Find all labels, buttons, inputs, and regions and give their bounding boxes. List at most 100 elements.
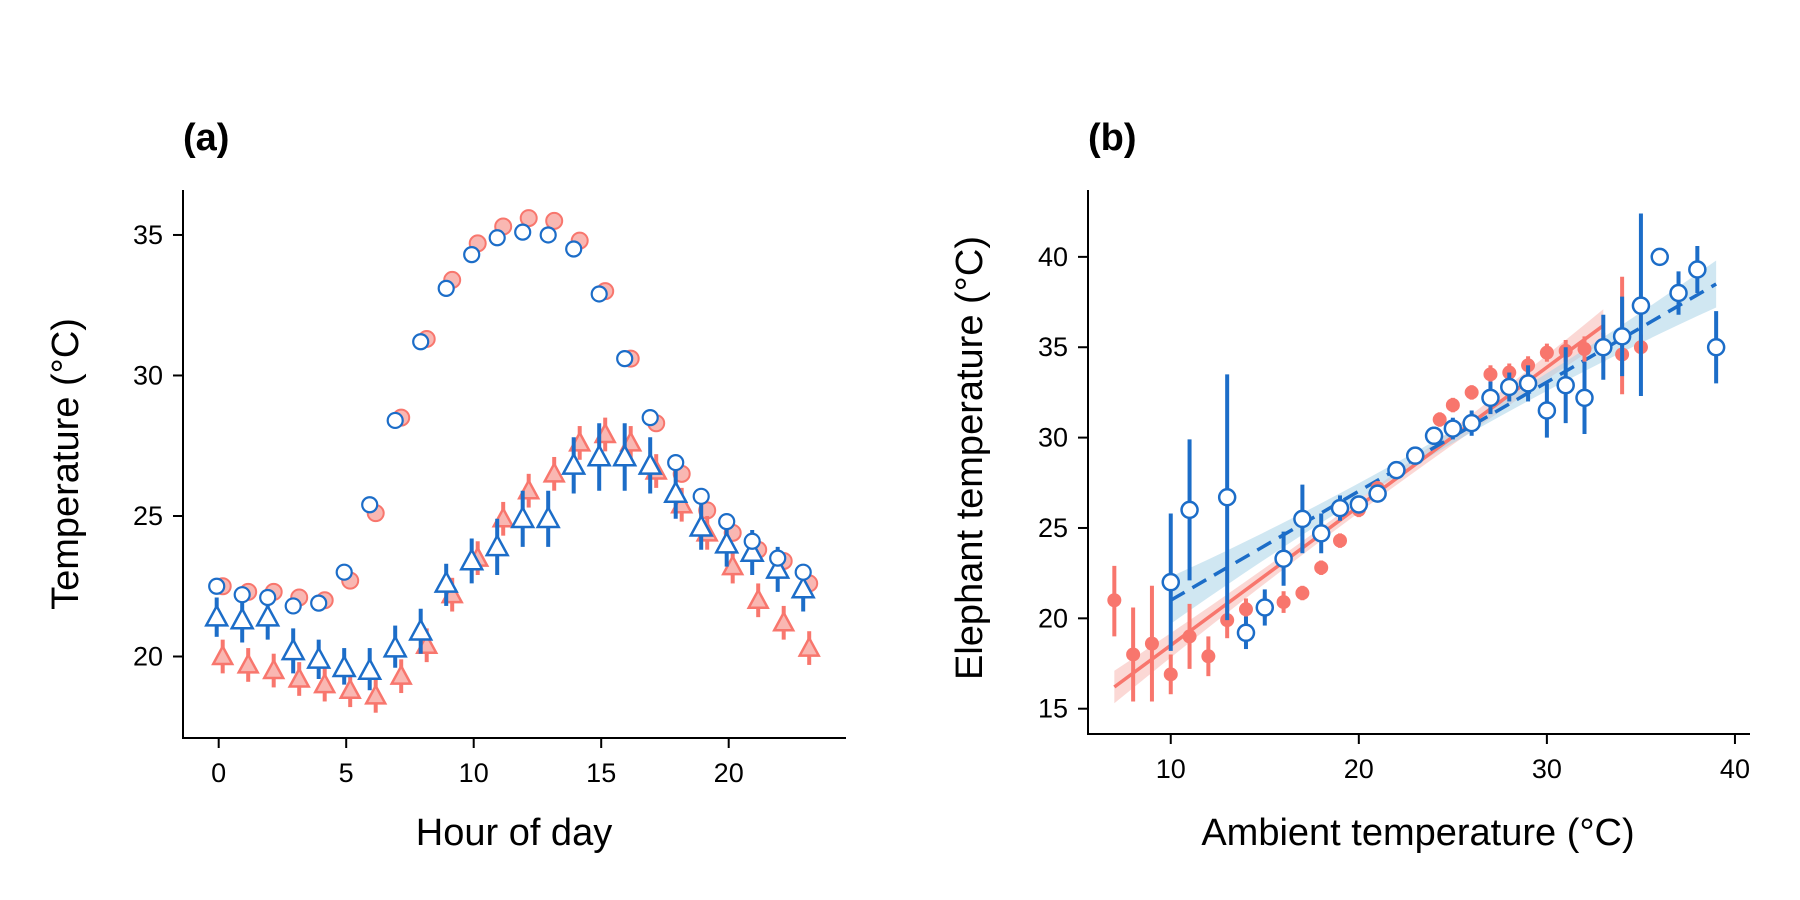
data-point <box>1144 636 1159 651</box>
data-point <box>637 451 663 475</box>
data-point <box>412 333 430 351</box>
data-point <box>565 240 583 258</box>
y-tick-label: 15 <box>1038 694 1068 724</box>
y-tick-label: 25 <box>133 501 163 531</box>
data-point <box>590 285 608 303</box>
data-point <box>1107 593 1122 608</box>
x-tick-label: 10 <box>459 758 489 788</box>
y-tick-label: 35 <box>1038 332 1068 362</box>
data-point <box>1539 345 1554 360</box>
data-point <box>1217 487 1237 507</box>
data-point <box>692 487 710 505</box>
data-point <box>1706 337 1726 357</box>
y-tick-label: 35 <box>133 220 163 250</box>
data-point <box>1688 260 1707 279</box>
data-point <box>262 657 286 680</box>
data-point <box>1405 446 1425 465</box>
y-tick-label: 20 <box>1038 603 1068 633</box>
data-point <box>612 443 638 467</box>
data-point <box>1424 426 1444 446</box>
panel-a-plot-area <box>204 209 821 713</box>
panel-a-y-ticks: 20 25 30 35 <box>133 220 183 672</box>
data-point <box>539 226 557 244</box>
panel-b-y-ticks: 15 20 25 30 35 40 <box>1038 242 1088 724</box>
data-point <box>437 279 455 297</box>
data-point <box>794 563 812 581</box>
data-point <box>616 350 634 368</box>
data-point <box>408 617 434 641</box>
data-point <box>1387 460 1406 480</box>
data-point <box>765 555 791 579</box>
data-point <box>1631 296 1651 315</box>
y-tick-label: 30 <box>1038 423 1068 453</box>
data-point <box>1483 367 1498 382</box>
data-point <box>746 587 770 610</box>
data-point <box>1432 412 1447 427</box>
data-point <box>510 505 536 529</box>
data-point <box>208 577 226 595</box>
x-tick-label: 0 <box>211 758 226 788</box>
data-point <box>382 634 408 658</box>
data-point <box>338 677 362 699</box>
data-point <box>255 603 281 627</box>
data-point <box>1445 398 1460 413</box>
x-tick-label: 40 <box>1720 754 1750 784</box>
data-point <box>718 513 736 531</box>
data-point <box>739 538 765 563</box>
panel-b-x-axis-title: Ambient temperature (°C) <box>1201 812 1634 854</box>
data-point <box>535 505 561 529</box>
data-point <box>663 479 689 504</box>
data-point <box>229 606 255 630</box>
data-point <box>1330 498 1350 518</box>
panel-a-x-ticks: 0 5 10 15 20 <box>211 738 744 788</box>
data-point <box>433 569 459 593</box>
data-point <box>542 461 566 483</box>
panel-a-y-axis-title: Temperature (°C) <box>45 318 87 610</box>
data-point <box>287 666 311 688</box>
x-tick-label: 10 <box>1156 754 1186 784</box>
panel-a: (a) 0 5 10 15 20 20 25 30 35 Hour of day Temper… <box>45 117 846 854</box>
data-point <box>1669 283 1688 303</box>
data-point <box>1161 572 1180 592</box>
data-point <box>211 643 235 666</box>
data-point <box>1612 327 1632 346</box>
data-point <box>280 637 306 661</box>
x-tick-label: 30 <box>1532 754 1562 784</box>
data-point <box>1368 484 1387 503</box>
x-tick-label: 5 <box>339 758 354 788</box>
data-point <box>1180 500 1199 520</box>
data-point <box>1577 342 1592 357</box>
data-point <box>586 443 612 467</box>
data-point <box>1182 629 1197 644</box>
data-point <box>233 586 251 604</box>
data-point <box>1464 385 1479 400</box>
data-point <box>688 513 714 537</box>
data-point <box>561 451 587 475</box>
data-point <box>1443 419 1463 438</box>
panel-b-plot-area <box>1107 213 1726 704</box>
data-point <box>769 549 787 567</box>
data-point <box>310 594 328 612</box>
data-point <box>1238 602 1253 617</box>
data-point <box>1537 401 1557 420</box>
data-point <box>1276 595 1291 610</box>
data-point <box>1295 586 1310 601</box>
panel-b-y-axis-title: Elephant temperature (°C) <box>949 236 991 680</box>
data-point <box>306 645 332 669</box>
x-tick-label: 20 <box>714 758 744 788</box>
data-point <box>389 663 413 685</box>
data-point <box>514 223 532 241</box>
y-tick-label: 40 <box>1038 242 1068 272</box>
data-point <box>1594 337 1613 357</box>
y-tick-label: 30 <box>133 360 163 390</box>
data-point <box>331 654 357 678</box>
data-point <box>236 652 260 674</box>
data-point <box>1556 375 1575 395</box>
data-point <box>772 610 796 632</box>
data-point <box>364 683 388 705</box>
y-tick-label: 20 <box>133 642 163 672</box>
data-point <box>1500 377 1519 397</box>
data-point <box>1274 549 1293 568</box>
data-point <box>667 453 685 472</box>
